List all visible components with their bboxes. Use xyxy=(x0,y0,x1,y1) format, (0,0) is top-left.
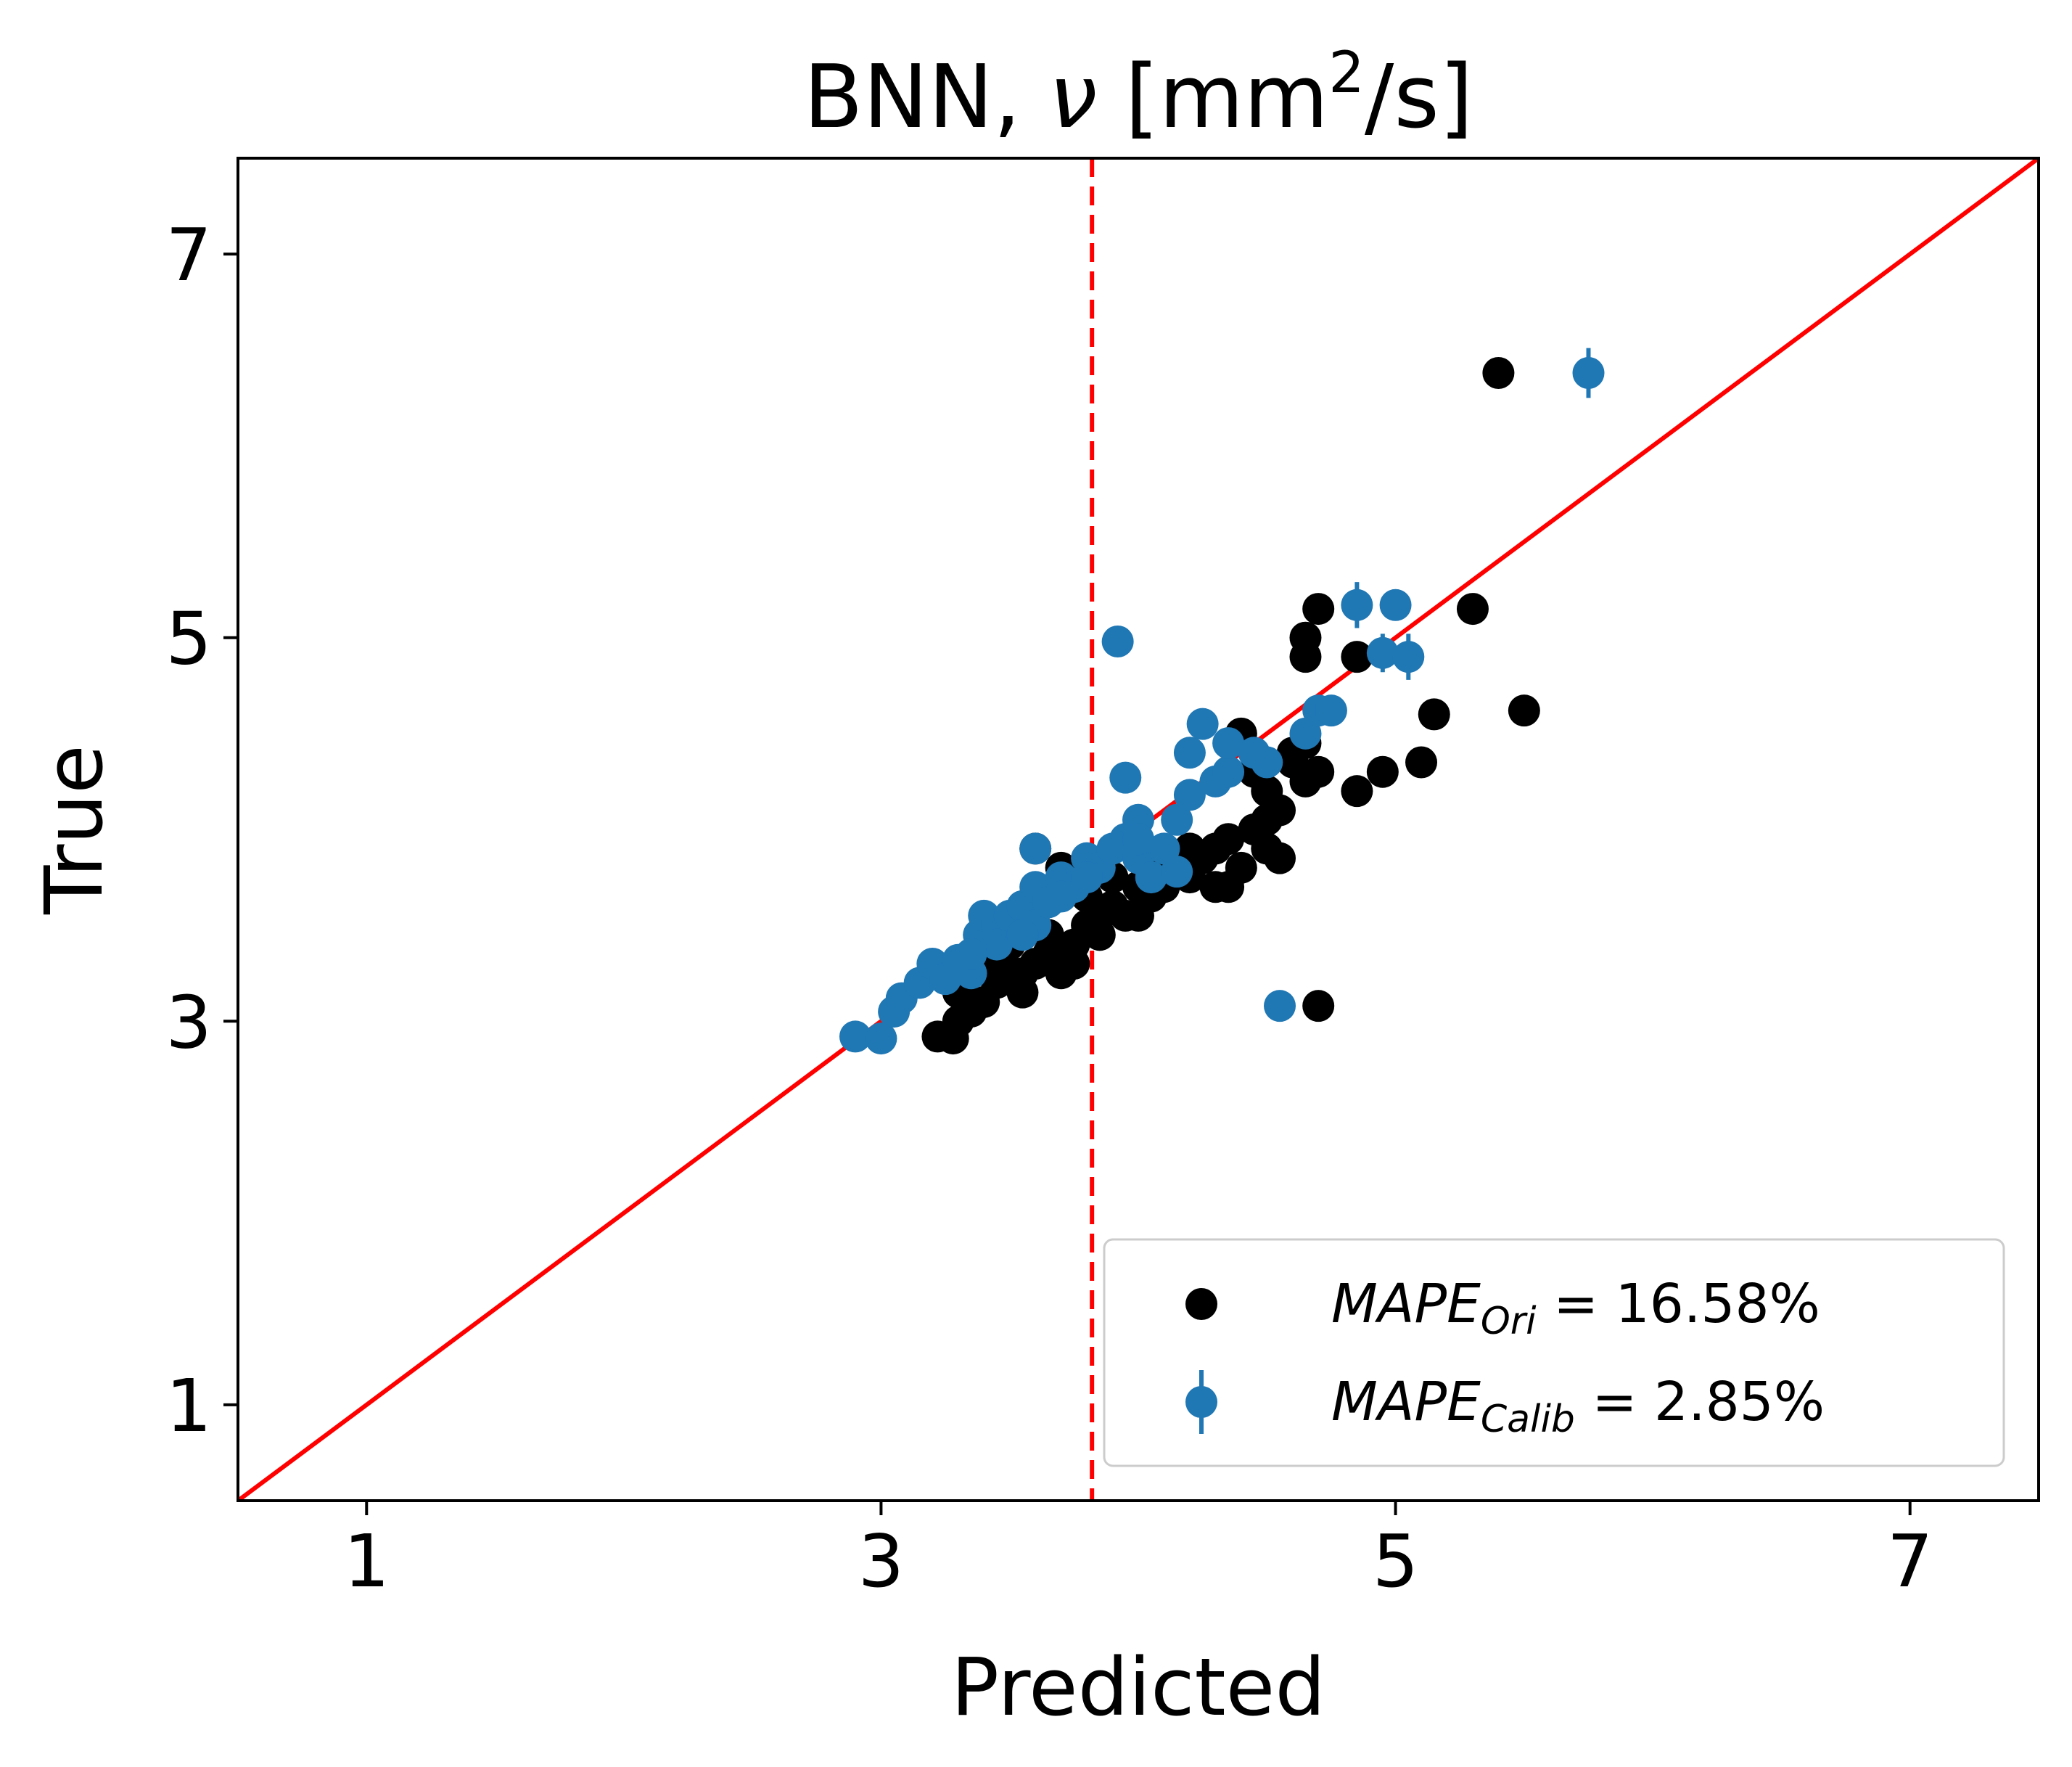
x-axis-label: Predicted xyxy=(951,1641,1325,1734)
data-point-ori-43 xyxy=(1482,357,1515,389)
title-unit-sup: 2 xyxy=(1328,41,1365,106)
legend-ori-base: MAPE xyxy=(1331,1273,1481,1335)
data-point-calib-48 xyxy=(1264,990,1296,1022)
data-point-calib-53 xyxy=(1122,823,1154,856)
plot-area xyxy=(238,158,2039,1501)
data-point-calib-50 xyxy=(1006,919,1039,951)
data-point-calib-46 xyxy=(1101,626,1134,657)
data-point-calib-28 xyxy=(1161,803,1193,836)
data-point-ori-38 xyxy=(1341,775,1373,808)
data-point-ori-39 xyxy=(1366,755,1399,788)
legend-marker-calib xyxy=(1185,1386,1217,1418)
legend-ori-sub: Ori xyxy=(1481,1300,1537,1343)
data-point-calib-45 xyxy=(1109,761,1142,794)
title-unit-close: /s] xyxy=(1365,47,1473,148)
data-point-calib-31 xyxy=(1186,708,1219,740)
data-point-calib-39 xyxy=(1315,694,1347,727)
data-point-calib-43 xyxy=(1392,641,1425,673)
data-point-calib-36 xyxy=(1251,746,1283,779)
chart-title: BNN, ν [mm2/s] xyxy=(803,41,1473,148)
data-point-ori-36 xyxy=(1302,593,1335,626)
data-point-calib-34 xyxy=(1212,727,1245,760)
x-tick-label-0: 1 xyxy=(343,1519,390,1604)
data-point-calib-52 xyxy=(1071,861,1103,894)
x-tick-label-1: 3 xyxy=(858,1519,905,1604)
y-tick-label-0: 1 xyxy=(165,1364,212,1448)
legend-calib-value: = 2.85% xyxy=(1575,1371,1825,1433)
data-point-calib-1 xyxy=(865,1022,897,1055)
data-point-calib-29 xyxy=(1173,779,1206,811)
legend-ori-value: = 16.58% xyxy=(1537,1273,1820,1335)
data-point-ori-65 xyxy=(1058,948,1090,980)
data-point-ori-35 xyxy=(1289,621,1322,654)
data-point-calib-44 xyxy=(1572,357,1605,389)
y-axis-label: True xyxy=(28,745,120,915)
data-point-calib-33 xyxy=(1212,755,1245,788)
data-point-calib-25 xyxy=(1135,861,1167,894)
data-point-ori-64 xyxy=(1006,957,1039,990)
x-axis-ticks: 1 3 5 7 xyxy=(343,1501,1933,1604)
data-point-calib-42 xyxy=(1379,589,1412,621)
data-point-calib-30 xyxy=(1173,737,1206,769)
data-point-ori-55 xyxy=(1122,899,1154,932)
data-point-calib-51 xyxy=(1045,880,1077,913)
y-axis-ticks: 1 3 5 7 xyxy=(165,213,238,1448)
data-point-ori-63 xyxy=(1251,803,1283,836)
legend-label-ori: MAPEOri = 16.58% xyxy=(1331,1273,1820,1343)
legend-calib-base: MAPE xyxy=(1331,1371,1481,1433)
data-point-calib-54 xyxy=(955,938,987,970)
data-point-calib-27 xyxy=(1161,856,1193,888)
y-tick-label-3: 7 xyxy=(165,213,212,298)
title-unit-open: [mm xyxy=(1098,47,1329,148)
legend-label-calib: MAPECalib = 2.85% xyxy=(1331,1371,1825,1441)
data-point-calib-41 xyxy=(1366,636,1399,669)
data-point-ori-41 xyxy=(1418,698,1450,731)
data-point-ori-66 xyxy=(955,985,987,1018)
data-point-ori-27 xyxy=(1264,842,1296,874)
legend-calib-sub: Calib xyxy=(1481,1398,1575,1441)
x-tick-label-2: 5 xyxy=(1373,1519,1419,1604)
title-symbol: ν xyxy=(1048,47,1097,148)
data-point-ori-37 xyxy=(1341,641,1373,673)
data-point-calib-0 xyxy=(839,1020,871,1053)
data-point-ori-67 xyxy=(1083,919,1116,951)
legend: MAPEOri = 16.58% MAPECalib = 2.85% xyxy=(1103,1238,2005,1467)
data-point-ori-62 xyxy=(1289,765,1322,798)
legend-marker-ori xyxy=(1185,1288,1217,1320)
data-point-ori-42 xyxy=(1456,593,1489,626)
plot-frame xyxy=(237,157,2040,1502)
y-tick-label-2: 5 xyxy=(165,596,212,681)
data-point-ori-40 xyxy=(1405,746,1438,779)
legend-box xyxy=(1103,1238,2005,1467)
title-prefix: BNN, xyxy=(803,47,1048,148)
data-point-ori-59 xyxy=(1212,871,1245,903)
data-point-ori-45 xyxy=(1302,990,1335,1022)
data-point-calib-47 xyxy=(1019,832,1052,865)
data-point-calib-49 xyxy=(980,928,1013,961)
data-point-ori-58 xyxy=(1199,832,1232,865)
x-tick-label-3: 7 xyxy=(1887,1519,1933,1604)
data-point-calib-40 xyxy=(1341,589,1373,621)
y-tick-label-1: 3 xyxy=(165,980,212,1065)
data-point-ori-44 xyxy=(1508,694,1540,727)
